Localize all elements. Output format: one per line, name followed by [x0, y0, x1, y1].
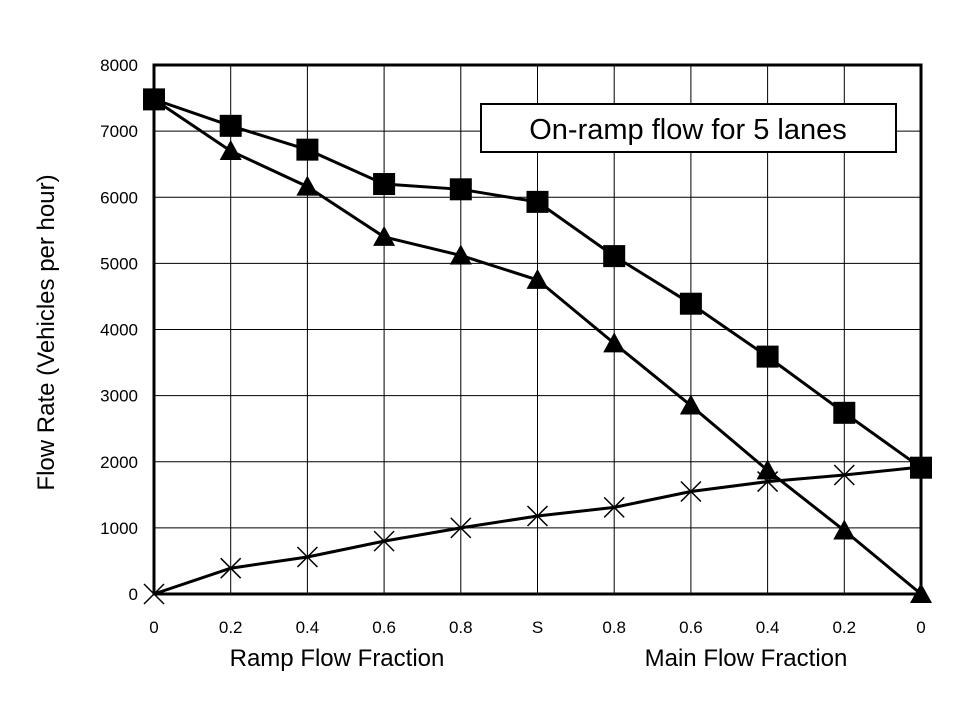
x-axis-title-main: Main Flow Fraction: [645, 645, 848, 672]
x-tick-label: 0.8: [602, 618, 626, 637]
x-tick-label: 0.6: [679, 618, 703, 637]
x-tick-label: 0.4: [756, 618, 780, 637]
triangle-marker: [526, 268, 549, 289]
triangle-marker: [756, 459, 779, 480]
x-marker: [833, 464, 855, 486]
y-tick-label: 6000: [100, 188, 138, 207]
triangle-marker: [143, 88, 165, 109]
series-triangle: [143, 88, 932, 603]
x-tick-label: 0.6: [372, 618, 396, 637]
series-square: [143, 88, 932, 479]
series-x: [143, 456, 932, 605]
square-marker: [833, 401, 856, 424]
triangle-marker: [373, 225, 396, 246]
x-tick-label: 0.2: [219, 618, 243, 637]
plot-area-frame: [152, 63, 923, 596]
y-tick-label: 5000: [100, 254, 138, 273]
x-tick-label: S: [532, 618, 543, 637]
square-marker: [603, 245, 626, 268]
y-tick-label: 2000: [100, 453, 138, 472]
x-marker: [220, 557, 242, 579]
y-tick-label: 3000: [100, 387, 138, 406]
x-tick-label: 0: [916, 618, 925, 637]
square-marker: [756, 345, 779, 368]
triangle-marker: [603, 332, 626, 353]
x-marker: [450, 517, 472, 539]
y-tick-label: 7000: [100, 122, 138, 141]
triangle-marker: [296, 175, 319, 196]
annotation-frame: [480, 103, 897, 153]
y-tick-label: 8000: [100, 56, 138, 75]
series-layer: [143, 88, 932, 605]
x-tick-label: 0.2: [832, 618, 856, 637]
y-tick-labels: 0 1000 2000 3000 4000 5000 6000 7000 8000: [100, 56, 138, 604]
x-marker: [603, 496, 625, 518]
y-tick-label: 1000: [100, 519, 138, 538]
annotation-box: On-ramp flow for 5 lanes: [480, 103, 897, 153]
square-marker: [296, 138, 319, 161]
x-tick-label: 0: [149, 618, 158, 637]
x-axis-title-ramp: Ramp Flow Fraction: [230, 645, 445, 672]
x-tick-label: 0.4: [296, 618, 320, 637]
x-marker: [910, 456, 932, 478]
y-tick-label: 4000: [100, 321, 138, 340]
triangle-marker: [910, 583, 932, 603]
x-marker: [757, 471, 779, 493]
y-tick-label: 0: [129, 585, 138, 604]
square-marker: [679, 292, 702, 315]
triangle-marker: [679, 394, 702, 415]
triangle-marker: [219, 139, 242, 160]
square-marker: [219, 114, 242, 137]
x-marker: [143, 583, 165, 605]
x-marker: [526, 505, 549, 527]
triangle-marker: [833, 519, 856, 540]
square-marker: [373, 173, 396, 196]
x-marker: [373, 530, 395, 552]
square-marker: [526, 190, 549, 213]
x-marker: [680, 480, 702, 503]
annotation-text: On-ramp flow for 5 lanes: [529, 114, 847, 146]
triangle-marker: [449, 244, 472, 265]
square-marker: [449, 178, 472, 201]
x-tick-labels: 0 0.2 0.4 0.6 0.8 S 0.8 0.6 0.4 0.2 0: [149, 618, 925, 637]
y-axis-title: Flow Rate (Vehicles per hour): [33, 174, 60, 490]
x-marker: [296, 546, 318, 568]
x-tick-label: 0.8: [449, 618, 473, 637]
